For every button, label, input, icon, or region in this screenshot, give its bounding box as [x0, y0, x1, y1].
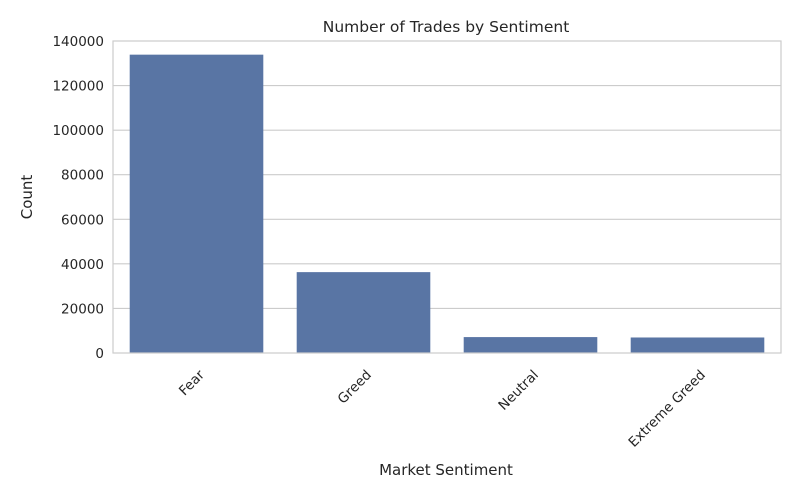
- x-tick-label: Neutral: [495, 367, 542, 414]
- y-tick-label: 0: [95, 346, 104, 362]
- x-axis-label: Market Sentiment: [379, 461, 513, 479]
- x-tick-label: Greed: [335, 367, 375, 407]
- x-tick-label: Extreme Greed: [625, 367, 708, 450]
- x-tick-label: Fear: [176, 367, 208, 399]
- y-tick-label: 100000: [52, 123, 104, 139]
- axes-frame: [112, 40, 782, 354]
- y-tick-label: 40000: [61, 257, 104, 273]
- x-tick-labels: Fear Greed Neutral Extreme Greed: [176, 367, 709, 451]
- bars: [129, 54, 765, 354]
- bar-fear: [129, 54, 264, 354]
- y-tick-labels: 0 20000 40000 60000 80000 100000 120000 140000: [52, 34, 104, 362]
- y-axis-label: Count: [18, 175, 36, 220]
- y-tick-label: 80000: [61, 168, 104, 184]
- bar-greed: [296, 272, 431, 353]
- y-tick-label: 120000: [52, 79, 104, 95]
- y-tick-label: 140000: [52, 34, 104, 50]
- chart-title: Number of Trades by Sentiment: [323, 18, 570, 36]
- bar-neutral: [463, 337, 598, 353]
- y-tick-label: 20000: [61, 301, 104, 317]
- y-tick-label: 60000: [61, 212, 104, 228]
- bar-extreme-greed: [630, 337, 765, 353]
